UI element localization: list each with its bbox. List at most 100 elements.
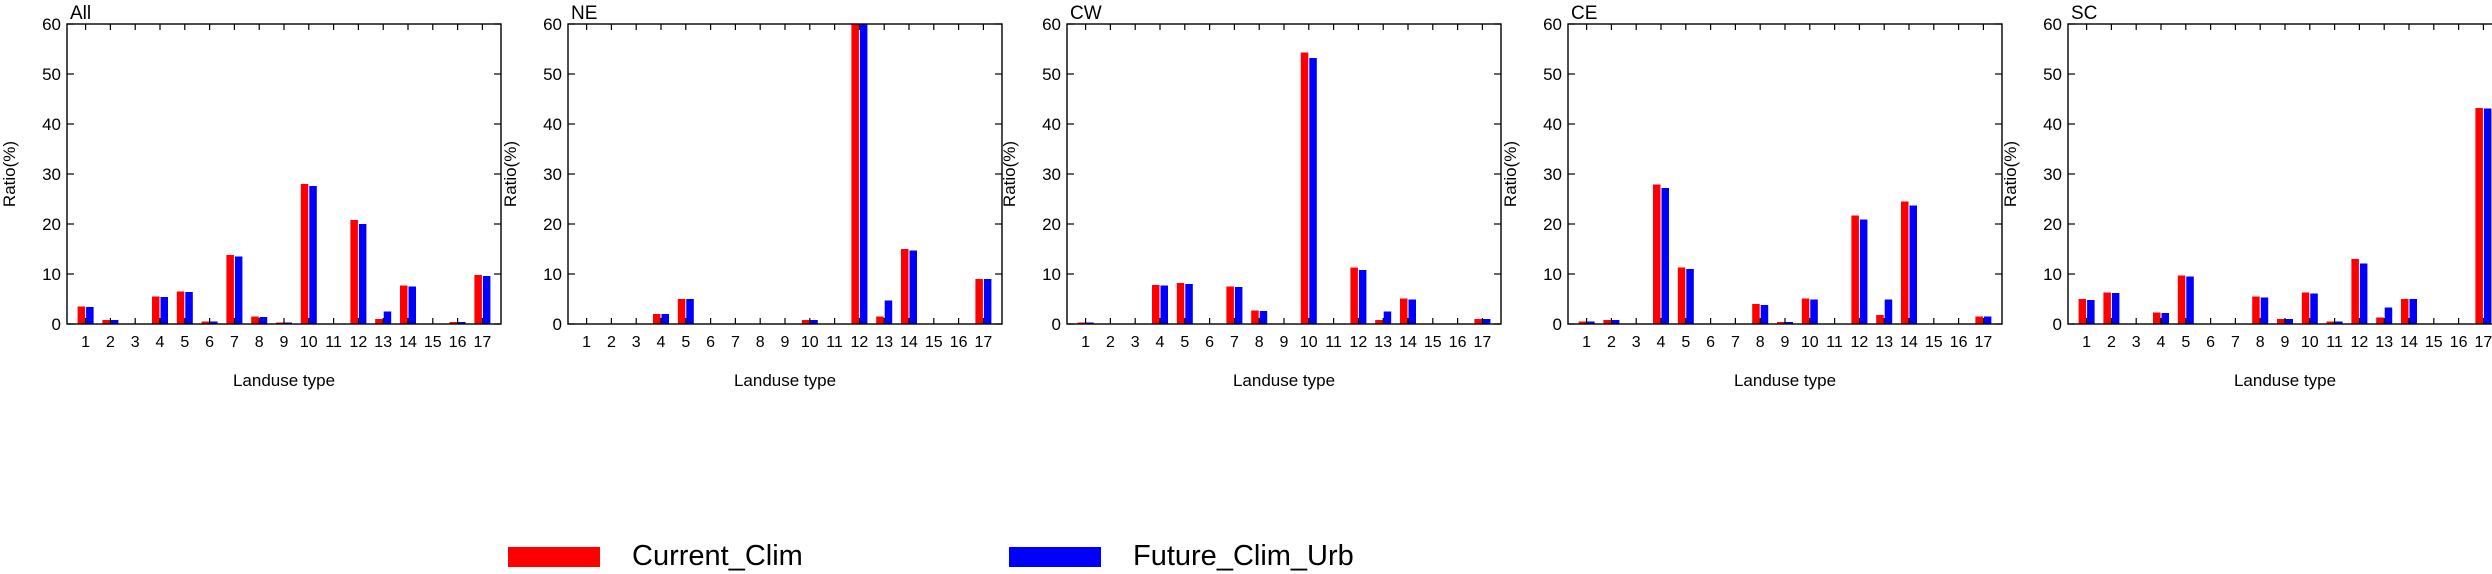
y-axis-label: Ratio(%) [2001, 141, 2020, 207]
bar-current-clim-9 [276, 322, 284, 324]
bar-current-clim-10 [801, 320, 810, 324]
x-tick-label: 10 [1300, 334, 1318, 351]
x-tick-label: 15 [2425, 334, 2443, 351]
x-tick-label: 17 [975, 334, 993, 351]
x-tick-label: 5 [2181, 334, 2190, 351]
bar-current-clim-10 [1801, 298, 1810, 324]
bar-current-clim-1 [1077, 322, 1086, 324]
y-tick-label: 40 [1042, 115, 1061, 134]
x-tick-label: 17 [474, 334, 492, 351]
bar-future-clim-urb-8 [259, 317, 268, 324]
bar-future-clim-urb-4 [1661, 188, 1669, 324]
y-tick-label: 20 [1543, 215, 1562, 234]
bar-future-clim-urb-1 [2087, 300, 2095, 324]
x-tick-label: 1 [81, 334, 90, 351]
x-axis-label: Landuse type [2234, 371, 2336, 390]
y-tick-label: 20 [42, 215, 61, 234]
x-tick-label: 1 [582, 334, 591, 351]
y-tick-label: 50 [42, 65, 61, 84]
x-tick-label: 5 [681, 334, 690, 351]
bar-current-clim-9 [2277, 319, 2285, 324]
y-tick-label: 0 [553, 315, 562, 334]
panel-title: CE [1571, 3, 1597, 24]
x-tick-label: 4 [1156, 334, 1165, 351]
x-tick-label: 6 [706, 334, 715, 351]
legend-label-future-clim-urb: Future_Clim_Urb [1133, 540, 1354, 572]
x-tick-label: 14 [1399, 334, 1417, 351]
bar-current-clim-8 [251, 316, 259, 324]
bar-future-clim-urb-8 [1259, 311, 1268, 324]
bar-current-clim-14 [400, 285, 408, 324]
bar-future-clim-urb-5 [1185, 284, 1193, 324]
y-tick-label: 60 [1543, 15, 1562, 34]
x-tick-label: 7 [1731, 334, 1740, 351]
y-tick-label: 60 [2043, 15, 2062, 34]
y-tick-label: 60 [1042, 15, 1061, 34]
y-tick-label: 20 [543, 215, 562, 234]
x-tick-label: 3 [131, 334, 140, 351]
x-tick-label: 12 [350, 334, 368, 351]
y-tick-label: 20 [1042, 215, 1061, 234]
bar-current-clim-13 [375, 319, 383, 324]
bar-future-clim-urb-13 [2384, 307, 2393, 324]
bar-future-clim-urb-8 [1760, 305, 1769, 324]
legend-item-current-clim: Current_Clim [508, 540, 803, 573]
x-tick-label: 16 [950, 334, 968, 351]
panel-title: NE [571, 3, 597, 24]
x-tick-label: 1 [1582, 334, 1591, 351]
bar-future-clim-urb-12 [2359, 263, 2368, 324]
x-tick-label: 1 [1081, 334, 1090, 351]
x-tick-label: 5 [1180, 334, 1189, 351]
x-tick-label: 14 [2400, 334, 2418, 351]
y-tick-label: 50 [543, 65, 562, 84]
y-tick-label: 40 [1543, 115, 1562, 134]
x-tick-label: 9 [2281, 334, 2290, 351]
bar-current-clim-1 [1578, 321, 1587, 324]
x-tick-label: 7 [230, 334, 239, 351]
x-tick-label: 3 [1632, 334, 1641, 351]
bar-current-clim-5 [176, 291, 185, 324]
bar-future-clim-urb-8 [2260, 297, 2269, 324]
bar-future-clim-urb-2 [2111, 293, 2120, 324]
x-tick-label: 3 [1131, 334, 1140, 351]
y-tick-label: 10 [2043, 265, 2062, 284]
bar-current-clim-12 [350, 220, 358, 324]
x-axis-label: Landuse type [734, 371, 836, 390]
bar-future-clim-urb-4 [661, 314, 669, 324]
bar-future-clim-urb-14 [1408, 299, 1416, 324]
bar-future-clim-urb-10 [309, 186, 317, 324]
x-tick-label: 12 [851, 334, 869, 351]
bar-current-clim-8 [1752, 304, 1760, 324]
bar-current-clim-4 [653, 314, 661, 324]
bar-future-clim-urb-17 [983, 279, 992, 324]
x-tick-label: 4 [2157, 334, 2166, 351]
y-tick-label: 0 [2053, 315, 2062, 334]
bar-current-clim-13 [1375, 320, 1383, 324]
x-tick-label: 6 [1205, 334, 1214, 351]
y-tick-label: 10 [1543, 265, 1562, 284]
x-tick-label: 16 [2450, 334, 2468, 351]
x-tick-label: 15 [1424, 334, 1442, 351]
bar-current-clim-17 [2475, 108, 2483, 324]
y-tick-label: 40 [2043, 115, 2062, 134]
x-tick-label: 8 [255, 334, 264, 351]
x-tick-label: 6 [205, 334, 214, 351]
bar-current-clim-16 [449, 322, 458, 324]
x-tick-label: 2 [1106, 334, 1115, 351]
legend-swatch-current-clim [508, 546, 600, 567]
x-tick-label: 16 [1449, 334, 1467, 351]
y-axis-label: Ratio(%) [501, 141, 520, 207]
bar-current-clim-5 [1677, 267, 1686, 324]
bar-future-clim-urb-10 [2310, 293, 2318, 324]
x-tick-label: 14 [900, 334, 918, 351]
x-tick-label: 3 [632, 334, 641, 351]
bar-future-clim-urb-6 [210, 321, 218, 324]
x-tick-label: 9 [781, 334, 790, 351]
plot-frame [66, 23, 502, 325]
bar-future-clim-urb-9 [1785, 322, 1793, 324]
bar-future-clim-urb-14 [2409, 299, 2417, 324]
bar-future-clim-urb-12 [859, 24, 868, 324]
bar-future-clim-urb-1 [1086, 322, 1094, 324]
